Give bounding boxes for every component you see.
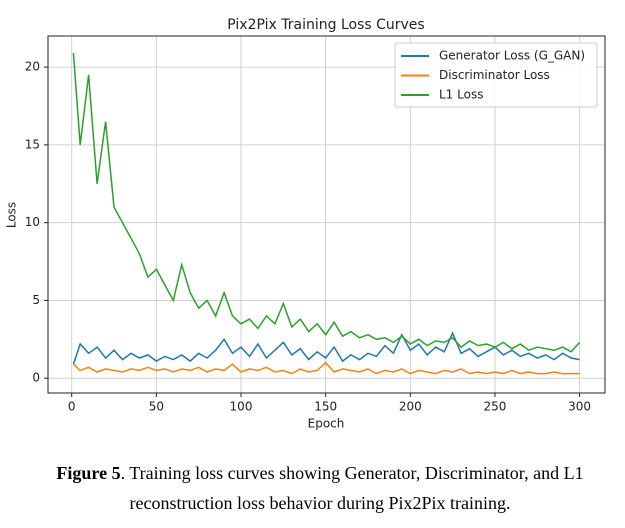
y-tick-label: 5 [32,293,40,307]
chart-title: Pix2Pix Training Loss Curves [227,17,424,33]
x-tick-label: 300 [568,400,591,414]
x-tick-label: 50 [149,400,164,414]
legend: Generator Loss (G_GAN) Discriminator Loss… [394,42,598,108]
x-tick-label: 0 [68,400,76,414]
caption-text: . Training loss curves showing Generator… [120,463,584,513]
legend-label: Discriminator Loss [439,68,550,82]
data-line [72,361,580,375]
y-tick-label: 10 [25,215,40,229]
x-tick-label: 250 [484,400,507,414]
y-tick-label: 20 [25,60,40,74]
y-tick-label: 0 [32,371,40,385]
caption: Figure 5. Training loss curves showing G… [20,458,620,518]
y-tick-label: 15 [25,137,40,151]
x-axis-label: Epoch [308,417,345,431]
caption-label: Figure 5 [56,463,121,483]
chart: Pix2Pix Training Loss Curves Epoch Loss … [5,17,606,431]
y-axis-label: Loss [5,202,19,228]
data-line [72,331,580,365]
legend-label: Generator Loss (G_GAN) [439,49,585,63]
legend-label: L1 Loss [439,88,483,102]
plot-frame [47,35,606,394]
x-tick-label: 150 [314,400,337,414]
legend-box [394,42,598,108]
x-tick-label: 100 [230,400,253,414]
x-tick-label: 200 [399,400,422,414]
data-line [72,53,581,353]
